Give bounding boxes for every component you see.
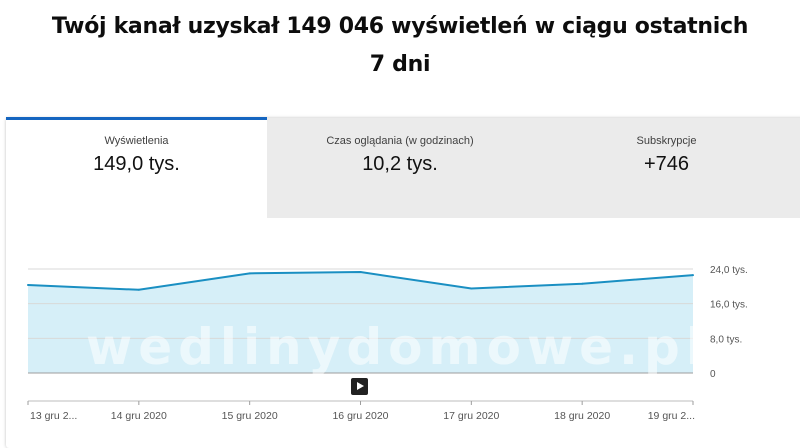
tab-watch-time[interactable]: Czas oglądania (w godzinach) 10,2 tys. (267, 118, 533, 218)
tab-subscriptions-label: Subskrypcje (636, 135, 697, 147)
headline: Twój kanał uzyskał 149 046 wyświetleń w … (0, 8, 800, 84)
play-icon[interactable] (351, 378, 368, 395)
tab-subscriptions-value: +746 (643, 153, 690, 175)
tab-views-label: Wyświetlenia (104, 135, 169, 147)
headline-line-1: Twój kanał uzyskał 149 046 wyświetleń w … (51, 14, 749, 39)
analytics-card: Wyświetlenia 149,0 tys. Czas oglądania (… (6, 117, 800, 448)
headline-line-2: 7 dni (369, 52, 431, 77)
metric-tabs: Wyświetlenia 149,0 tys. Czas oglądania (… (6, 117, 800, 221)
tab-watch-time-value: 10,2 tys. (362, 153, 438, 175)
tab-watch-time-label: Czas oglądania (w godzinach) (326, 135, 474, 147)
tab-views[interactable]: Wyświetlenia 149,0 tys. (6, 117, 267, 221)
tab-subscriptions[interactable]: Subskrypcje +746 (533, 118, 800, 218)
tab-views-value: 149,0 tys. (93, 153, 180, 175)
